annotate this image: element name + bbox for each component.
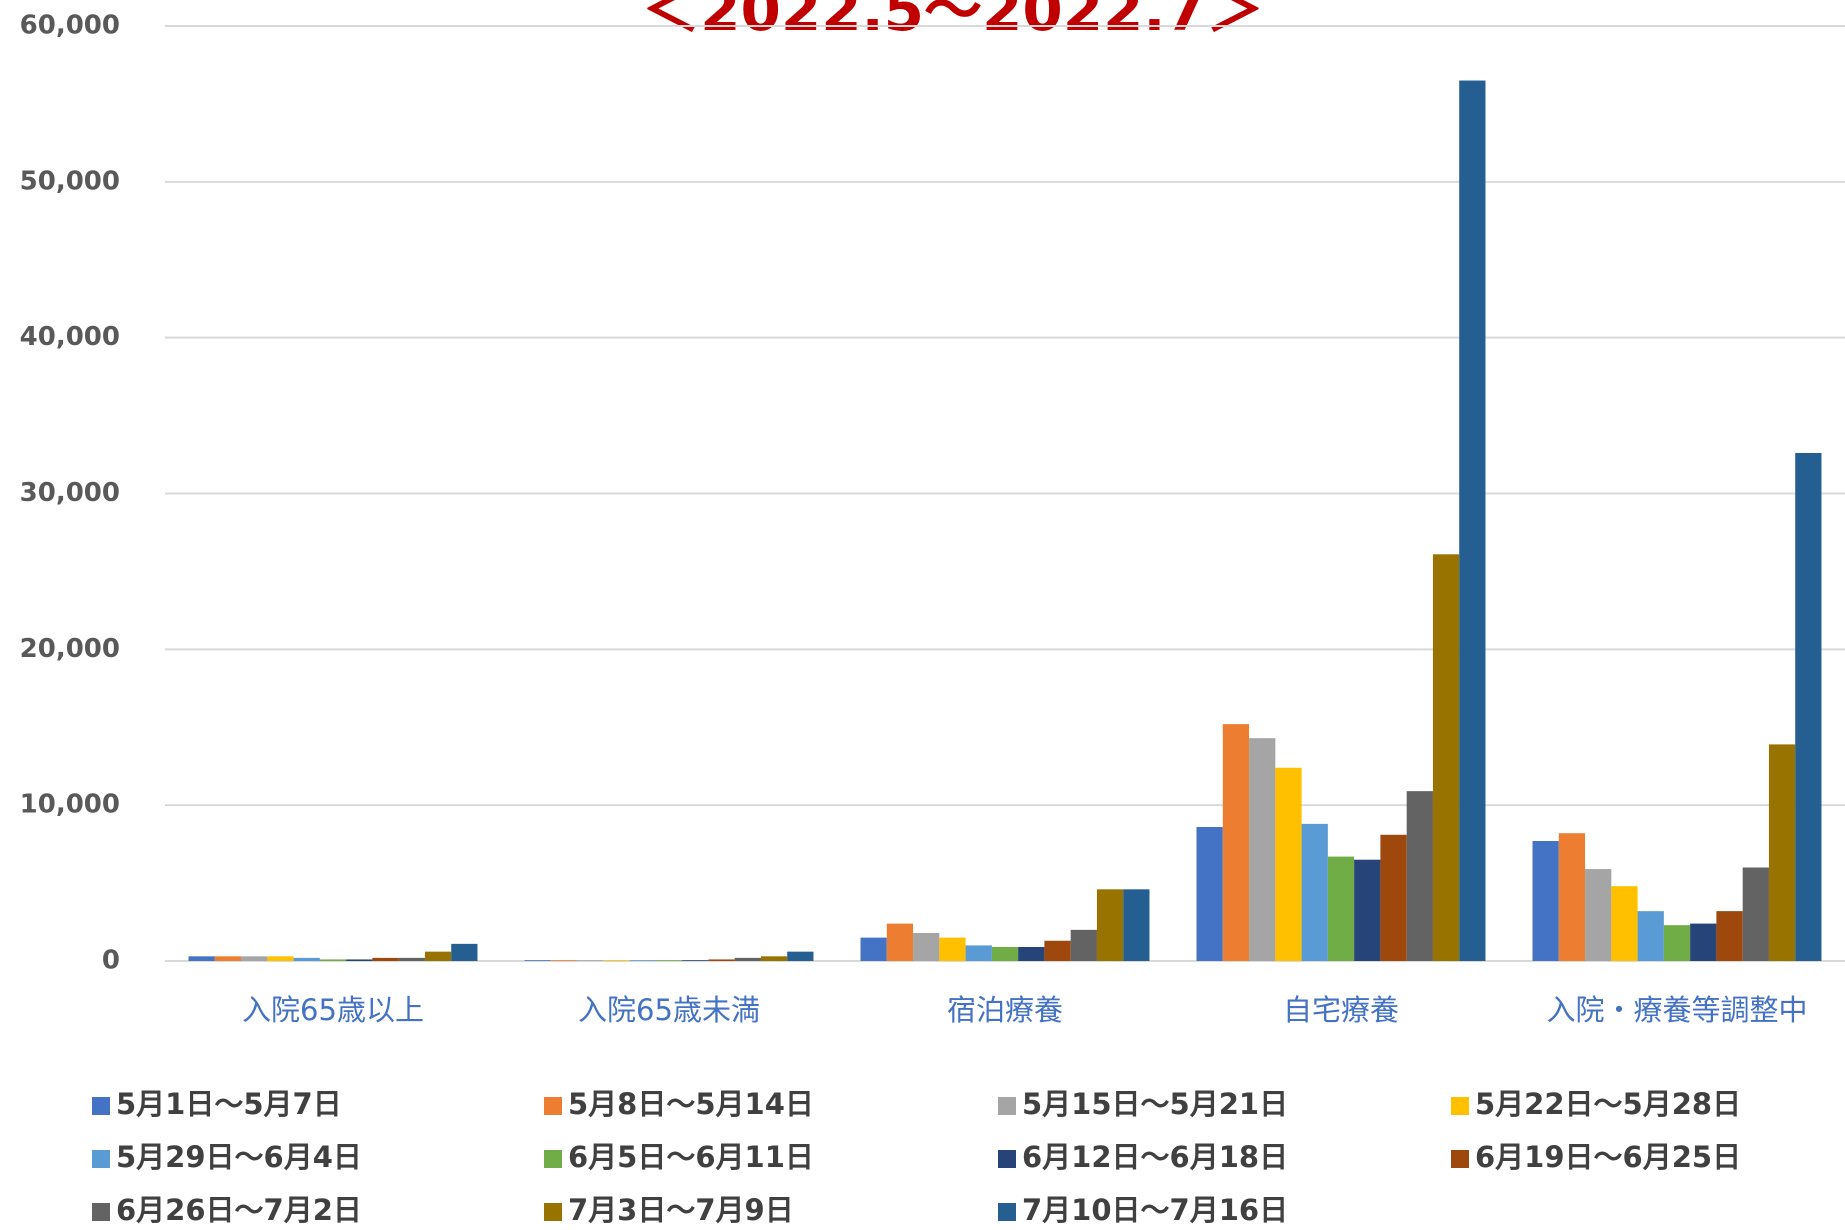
bar bbox=[1044, 940, 1071, 961]
bar bbox=[346, 959, 373, 961]
bar bbox=[1380, 834, 1407, 961]
bar bbox=[293, 957, 320, 961]
y-tick-label: 60,000 bbox=[20, 11, 120, 41]
bar bbox=[1301, 823, 1328, 961]
bar bbox=[1459, 80, 1486, 961]
bar bbox=[1123, 889, 1150, 961]
y-tick-label: 50,000 bbox=[20, 166, 120, 196]
bar bbox=[1558, 833, 1586, 961]
bar bbox=[913, 932, 940, 961]
legend-label: 6月12日～6月18日 bbox=[1022, 1140, 1288, 1174]
legend-label: 5月1日～5月7日 bbox=[116, 1087, 342, 1121]
bar bbox=[1354, 859, 1381, 961]
legend-label: 7月10日～7月16日 bbox=[1022, 1193, 1288, 1227]
legend-swatch bbox=[1451, 1097, 1469, 1115]
bar bbox=[451, 943, 478, 961]
bar bbox=[760, 956, 788, 961]
bar bbox=[214, 956, 242, 961]
bar bbox=[1018, 946, 1045, 961]
bar bbox=[1637, 911, 1664, 961]
bar bbox=[860, 937, 887, 961]
bar bbox=[398, 957, 425, 961]
legend-label: 5月29日～6月4日 bbox=[116, 1140, 362, 1174]
bar bbox=[1795, 452, 1822, 961]
bar bbox=[1249, 738, 1276, 961]
bar bbox=[1406, 791, 1433, 961]
bar bbox=[886, 923, 914, 961]
bar bbox=[787, 951, 814, 961]
bar bbox=[629, 960, 656, 961]
bar bbox=[655, 960, 683, 961]
y-tick-label: 10,000 bbox=[20, 790, 120, 820]
legend-swatch bbox=[544, 1097, 562, 1115]
legend-swatch bbox=[544, 1150, 562, 1168]
legend-swatch bbox=[92, 1203, 110, 1221]
legend-swatch bbox=[998, 1150, 1016, 1168]
bar bbox=[1690, 923, 1717, 961]
bar bbox=[550, 960, 578, 961]
chart-title: ＜2022.5～2022.7＞ bbox=[642, 0, 1264, 44]
bar bbox=[319, 959, 347, 961]
legend-label: 5月15日～5月21日 bbox=[1022, 1087, 1288, 1121]
bar bbox=[1327, 856, 1355, 961]
bar bbox=[188, 956, 215, 961]
legend-label: 5月22日～5月28日 bbox=[1475, 1087, 1741, 1121]
legend-swatch bbox=[92, 1097, 110, 1115]
y-tick-label: 30,000 bbox=[20, 478, 120, 508]
bar bbox=[1275, 767, 1302, 961]
legend-swatch bbox=[1451, 1150, 1469, 1168]
bar bbox=[1070, 929, 1097, 961]
bar bbox=[1716, 911, 1743, 961]
bar bbox=[524, 960, 551, 961]
bar bbox=[1585, 869, 1612, 961]
legend-label: 5月8日～5月14日 bbox=[568, 1087, 814, 1121]
legend-swatch bbox=[92, 1150, 110, 1168]
bar bbox=[241, 956, 268, 961]
bar bbox=[1768, 744, 1796, 961]
bar bbox=[603, 960, 630, 961]
bar bbox=[991, 946, 1019, 961]
legend-swatch bbox=[998, 1203, 1016, 1221]
x-tick-label: 入院65歳以上 bbox=[242, 993, 424, 1027]
legend-swatch bbox=[998, 1097, 1016, 1115]
x-tick-label: 宿泊療養 bbox=[947, 993, 1063, 1027]
bar bbox=[1432, 554, 1460, 961]
x-tick-label: 入院・療養等調整中 bbox=[1546, 993, 1807, 1027]
y-tick-label: 20,000 bbox=[20, 634, 120, 664]
legend-label: 6月5日～6月11日 bbox=[568, 1140, 814, 1174]
bar bbox=[577, 960, 604, 961]
legend-label: 6月19日～6月25日 bbox=[1475, 1140, 1741, 1174]
bar bbox=[424, 951, 452, 961]
legend-swatch bbox=[544, 1203, 562, 1221]
bar bbox=[939, 937, 966, 961]
bar bbox=[1742, 867, 1769, 961]
bar bbox=[734, 957, 761, 961]
bar bbox=[1663, 925, 1691, 961]
bar bbox=[1196, 826, 1223, 961]
bar bbox=[1532, 841, 1559, 961]
bar bbox=[372, 957, 399, 961]
bar bbox=[267, 956, 294, 961]
legend-label: 7月3日～7月9日 bbox=[568, 1193, 794, 1227]
legend-label: 6月26日～7月2日 bbox=[116, 1193, 362, 1227]
bar bbox=[1222, 724, 1250, 961]
bar bbox=[965, 945, 992, 961]
y-tick-label: 40,000 bbox=[20, 322, 120, 352]
bar bbox=[708, 959, 735, 961]
x-tick-label: 入院65歳未満 bbox=[578, 993, 760, 1027]
bar bbox=[682, 960, 709, 961]
bar bbox=[1096, 889, 1124, 961]
bar bbox=[1611, 886, 1638, 961]
y-tick-label: 0 bbox=[102, 946, 120, 976]
x-tick-label: 自宅療養 bbox=[1283, 993, 1399, 1027]
